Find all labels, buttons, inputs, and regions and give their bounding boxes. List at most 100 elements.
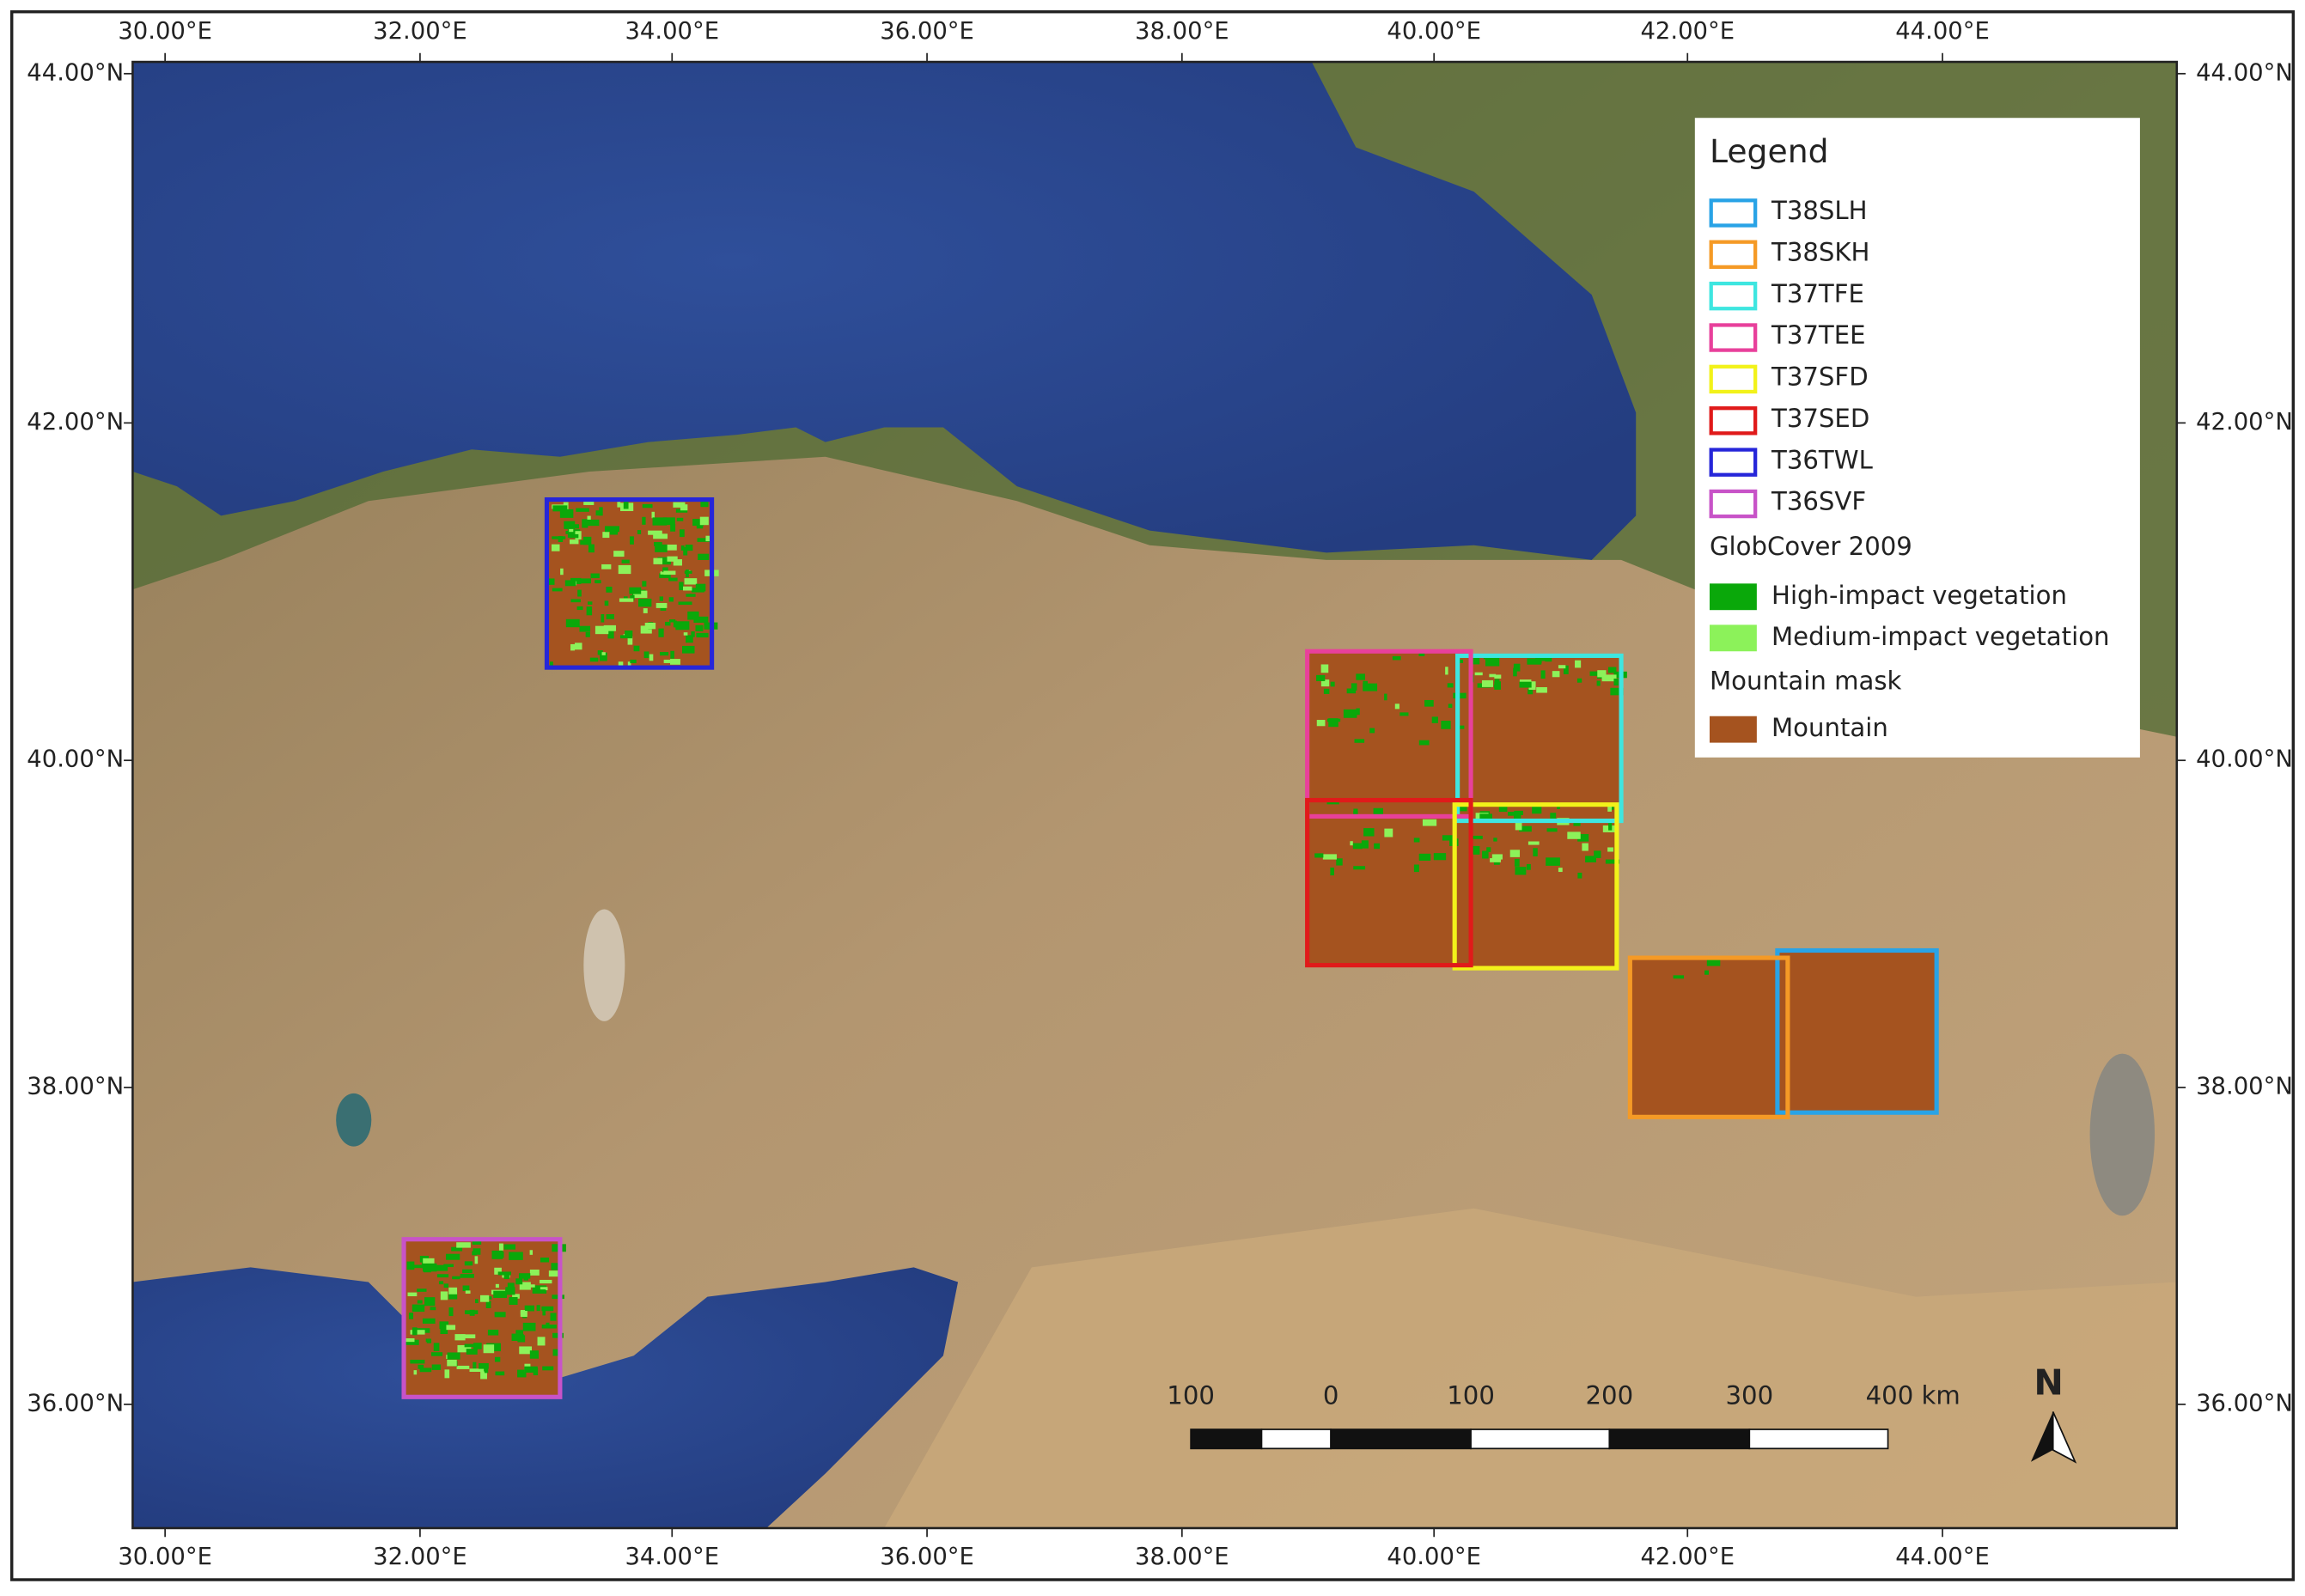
vegetation-patch [659, 596, 663, 601]
lon-label-bottom: 32.00°E [373, 1544, 467, 1570]
legend-label: T38SLH [1771, 196, 1868, 225]
vegetation-patch [1528, 688, 1534, 695]
vegetation-patch [1336, 858, 1343, 866]
vegetation-patch [1527, 658, 1542, 665]
scale-label: 200 [1585, 1380, 1633, 1410]
vegetation-patch [676, 517, 684, 521]
vegetation-patch [686, 594, 696, 597]
vegetation-patch [524, 1366, 538, 1373]
vegetation-patch [1424, 699, 1434, 707]
vegetation-patch [1519, 825, 1532, 832]
lon-label-bottom: 30.00°E [118, 1544, 212, 1570]
lon-label-top: 44.00°E [1895, 18, 1990, 45]
vegetation-patch [425, 1338, 431, 1343]
lat-label-right: 38.00°N [2196, 1074, 2293, 1100]
vegetation-patch [600, 652, 607, 661]
vegetation-patch [419, 1368, 432, 1373]
lon-label-top: 34.00°E [625, 18, 719, 45]
vegetation-patch [589, 657, 599, 662]
vegetation-patch [1494, 681, 1501, 690]
vegetation-patch [464, 1343, 477, 1348]
vegetation-patch [494, 1356, 501, 1362]
vegetation-patch [494, 1312, 506, 1318]
vegetation-patch [582, 519, 588, 528]
vegetation-patch [552, 1349, 561, 1356]
vegetation-patch [587, 519, 600, 527]
vegetation-patch [695, 624, 704, 631]
tile-outline [1305, 797, 1473, 968]
vegetation-patch [574, 643, 582, 650]
vegetation-patch [540, 1287, 548, 1291]
vegetation-patch [466, 1349, 478, 1355]
tile-outline [1775, 947, 1939, 1115]
vegetation-patch [630, 594, 635, 600]
vegetation-patch [599, 507, 603, 516]
vegetation-patch [431, 1364, 442, 1370]
vegetation-patch [1328, 718, 1338, 728]
vegetation-patch [700, 501, 709, 508]
vegetation-patch [1384, 693, 1387, 701]
legend-label: High-impact vegetation [1771, 581, 2067, 610]
vegetation-patch [684, 578, 698, 585]
vegetation-patch [638, 598, 652, 607]
vegetation-patch [1582, 843, 1588, 851]
vegetation-patch [552, 536, 566, 539]
vegetation-patch [670, 650, 674, 659]
vegetation-patch [1399, 712, 1409, 716]
vegetation-patch [1514, 858, 1520, 867]
vegetation-patch [494, 1267, 502, 1275]
vegetation-patch [413, 1370, 418, 1375]
vegetation-patch [464, 1261, 473, 1266]
vegetation-patch [446, 1325, 456, 1331]
vegetation-patch [424, 1297, 436, 1307]
vegetation-patch [474, 1256, 479, 1264]
legend-swatch [1709, 448, 1758, 477]
north-label: N [2034, 1362, 2063, 1404]
vegetation-patch [498, 1243, 503, 1251]
tile-outline [401, 1237, 563, 1399]
legend-group-title: Mountain mask [1710, 666, 1902, 695]
scale-segment [1260, 1428, 1332, 1450]
vegetation-patch [621, 559, 630, 563]
vegetation-patch [509, 1252, 523, 1260]
vegetation-patch [1528, 841, 1540, 845]
legend-swatch [1709, 281, 1758, 311]
vegetation-patch [578, 578, 591, 584]
map-frame [131, 60, 2179, 1530]
vegetation-patch [436, 1274, 449, 1278]
vegetation-patch [483, 1344, 495, 1354]
tile-outline [1305, 649, 1473, 819]
vegetation-patch [564, 580, 576, 587]
vegetation-patch [1704, 970, 1710, 975]
vegetation-patch [1343, 709, 1357, 718]
legend-label: Medium-impact vegetation [1771, 622, 2110, 651]
lon-label-bottom: 44.00°E [1895, 1544, 1990, 1570]
vegetation-patch [448, 1307, 454, 1317]
legend-label: T37TEE [1771, 320, 1866, 350]
vegetation-patch [630, 536, 634, 545]
vegetation-patch [665, 621, 671, 626]
vegetation-patch [652, 517, 668, 526]
vegetation-patch [503, 1244, 516, 1250]
tile-outline [544, 496, 715, 670]
scale-label: 0 [1323, 1380, 1339, 1410]
vegetation-patch [1353, 811, 1358, 816]
vegetation-patch [447, 1352, 460, 1360]
vegetation-patch [408, 1313, 414, 1319]
vegetation-patch [433, 1343, 440, 1351]
vegetation-patch [663, 570, 676, 576]
vegetation-patch [1546, 857, 1560, 866]
vegetation-patch [603, 624, 617, 631]
vegetation-patch [472, 1240, 482, 1245]
vegetation-patch [1607, 805, 1612, 812]
vegetation-patch [417, 1300, 423, 1304]
vegetation-patch [691, 631, 695, 637]
vegetation-patch [590, 573, 600, 579]
vegetation-patch [1356, 673, 1365, 680]
vegetation-patch [532, 1285, 547, 1294]
vegetation-patch [1567, 832, 1581, 839]
vegetation-patch [687, 611, 699, 620]
vegetation-patch [462, 1285, 470, 1291]
vegetation-patch [644, 622, 656, 630]
vegetation-patch [552, 505, 568, 512]
